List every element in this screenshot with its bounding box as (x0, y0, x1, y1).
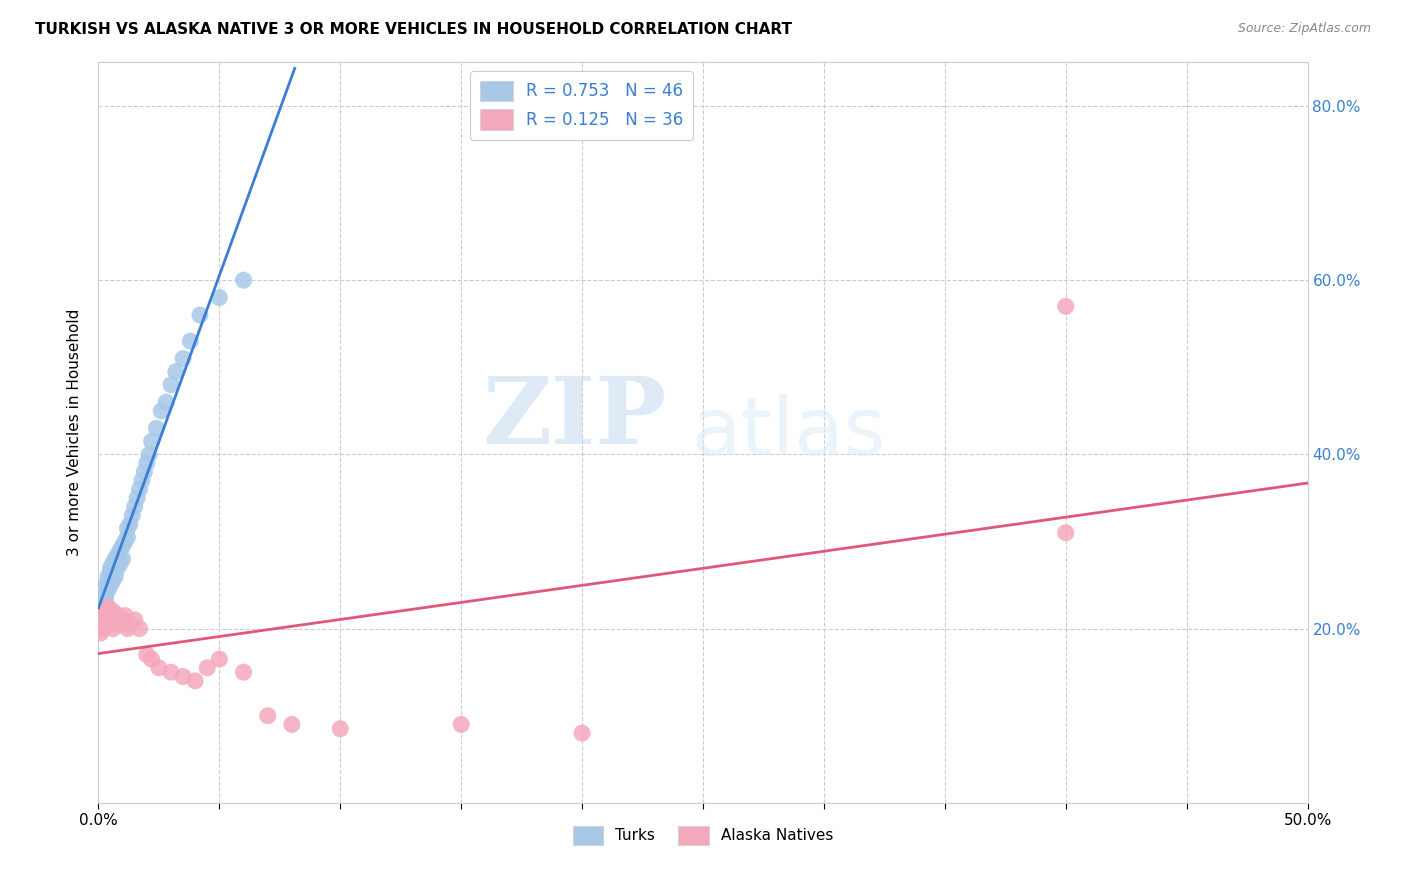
Point (104, 552, 127, 566)
Point (281, 717, 304, 731)
Point (111, 552, 134, 566)
Point (97, 599, 120, 614)
Point (172, 351, 194, 366)
Point (100, 565, 122, 579)
Point (155, 395, 177, 409)
Point (91, 599, 114, 614)
Point (111, 613, 134, 627)
Point (172, 669, 194, 683)
Point (94, 604, 117, 618)
Y-axis label: 3 or more Vehicles in Household: 3 or more Vehicles in Household (67, 309, 83, 557)
Point (117, 530, 139, 544)
Point (128, 622, 150, 636)
Point (256, 708, 278, 723)
Point (111, 539, 134, 553)
Point (131, 474, 153, 488)
Point (117, 622, 139, 636)
Point (107, 608, 129, 623)
Point (100, 578, 122, 592)
Point (108, 543, 131, 558)
Point (94, 617, 117, 632)
Point (94, 587, 117, 601)
Point (195, 661, 218, 675)
Point (150, 404, 173, 418)
Point (121, 508, 143, 523)
Point (107, 548, 129, 562)
Point (91, 622, 114, 636)
Point (90, 626, 112, 640)
Point (124, 613, 146, 627)
Point (94, 591, 117, 606)
Point (232, 665, 254, 680)
Point (124, 500, 146, 514)
Point (101, 604, 124, 618)
Point (145, 421, 167, 435)
Point (101, 622, 124, 636)
Point (97, 582, 120, 597)
Point (97, 569, 120, 583)
Point (107, 560, 129, 574)
Text: TURKISH VS ALASKA NATIVE 3 OR MORE VEHICLES IN HOUSEHOLD CORRELATION CHART: TURKISH VS ALASKA NATIVE 3 OR MORE VEHIC… (35, 22, 792, 37)
Point (100, 608, 122, 623)
Point (101, 560, 124, 574)
Point (114, 534, 136, 549)
Point (100, 617, 122, 632)
Point (94, 578, 117, 592)
Point (208, 652, 231, 666)
Text: ZIP: ZIP (482, 373, 666, 463)
Point (101, 556, 124, 570)
Point (114, 608, 136, 623)
Text: atlas: atlas (690, 393, 886, 472)
Point (138, 447, 160, 461)
Point (91, 595, 114, 609)
Point (108, 617, 131, 632)
Legend: Turks, Alaska Natives: Turks, Alaska Natives (567, 820, 839, 851)
Point (160, 665, 183, 680)
Point (100, 560, 122, 574)
Point (1054, 525, 1077, 540)
Point (101, 574, 124, 588)
Point (135, 648, 157, 662)
Point (571, 726, 593, 740)
Point (148, 661, 170, 675)
Point (134, 465, 156, 479)
Point (118, 517, 141, 532)
Point (232, 273, 254, 287)
Point (160, 377, 183, 392)
Point (141, 652, 163, 666)
Point (91, 608, 114, 623)
Point (165, 365, 187, 379)
Point (127, 491, 149, 505)
Point (135, 456, 157, 470)
Point (329, 722, 352, 736)
Point (108, 556, 131, 570)
Point (141, 434, 163, 449)
Point (450, 717, 472, 731)
Point (90, 604, 112, 618)
Point (128, 482, 150, 496)
Text: Source: ZipAtlas.com: Source: ZipAtlas.com (1237, 22, 1371, 36)
Point (104, 569, 127, 583)
Point (208, 291, 231, 305)
Point (97, 613, 120, 627)
Point (97, 574, 120, 588)
Point (184, 673, 207, 688)
Point (104, 613, 127, 627)
Point (117, 521, 139, 535)
Point (179, 334, 201, 348)
Point (118, 617, 141, 632)
Point (1054, 299, 1077, 313)
Point (188, 308, 211, 322)
